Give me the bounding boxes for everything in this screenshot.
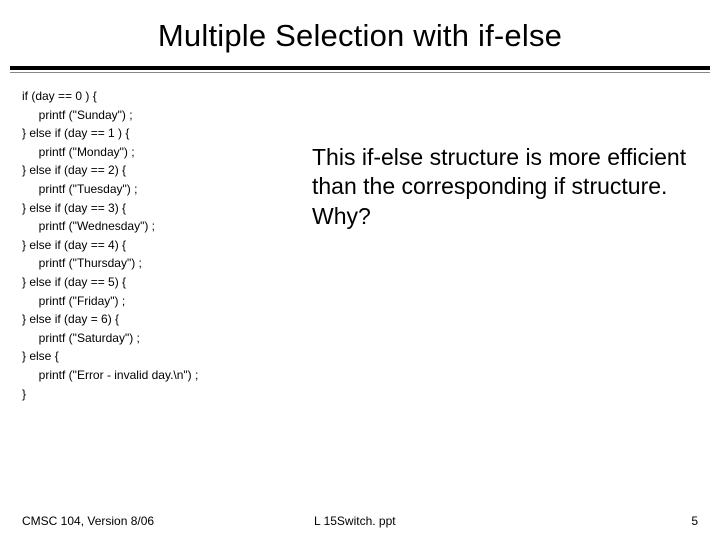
code-line: } else if (day == 1 ) { (22, 126, 129, 140)
title-block: Multiple Selection with if-else (0, 0, 720, 60)
code-line: printf ("Wednesday") ; (22, 219, 155, 233)
title-rule-thick (10, 66, 710, 70)
code-line: if (day == 0 ) { (22, 89, 97, 103)
footer: CMSC 104, Version 8/06 L 15Switch. ppt 5 (22, 514, 698, 528)
code-line: } else if (day == 3) { (22, 201, 126, 215)
code-line: printf ("Error - invalid day.\n") ; (22, 368, 198, 382)
code-line: } else if (day == 4) { (22, 238, 126, 252)
code-line: printf ("Sunday") ; (22, 108, 133, 122)
code-line: printf ("Monday") ; (22, 145, 135, 159)
footer-right: 5 (691, 514, 698, 528)
code-line: } else if (day == 2) { (22, 163, 126, 177)
page-title: Multiple Selection with if-else (20, 18, 700, 54)
code-line: printf ("Friday") ; (22, 294, 125, 308)
code-line: printf ("Tuesday") ; (22, 182, 137, 196)
code-line: } (22, 387, 26, 401)
explain-text: This if-else structure is more efficient… (312, 143, 690, 231)
code-line: printf ("Saturday") ; (22, 331, 140, 345)
explain-block: This if-else structure is more efficient… (302, 87, 698, 403)
code-line: printf ("Thursday") ; (22, 256, 142, 270)
body: if (day == 0 ) { printf ("Sunday") ; } e… (0, 73, 720, 403)
code-line: } else { (22, 349, 59, 363)
footer-mid: L 15Switch. ppt (314, 514, 396, 528)
footer-left: CMSC 104, Version 8/06 (22, 514, 154, 528)
code-line: } else if (day = 6) { (22, 312, 119, 326)
code-block: if (day == 0 ) { printf ("Sunday") ; } e… (22, 87, 302, 403)
slide: Multiple Selection with if-else if (day … (0, 0, 720, 540)
code-line: } else if (day == 5) { (22, 275, 126, 289)
